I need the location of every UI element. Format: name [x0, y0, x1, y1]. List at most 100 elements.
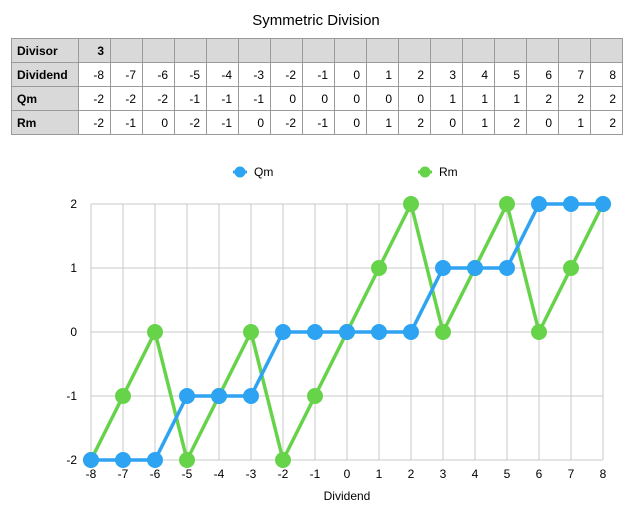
table-cell: 1: [366, 110, 399, 135]
data-point-rm: [435, 324, 451, 340]
table-cell: 0: [334, 62, 367, 87]
data-point-qm: [115, 452, 131, 468]
table-cell: -8: [78, 62, 111, 87]
data-point-rm: [499, 196, 515, 212]
x-tick-label: -1: [310, 467, 321, 481]
table-cell: 6: [526, 62, 559, 87]
data-table: Divisor 3 Dividend -8 -7 -6 -5 -4 -3 -2 -1 0 1 2 3 4…: [11, 38, 623, 135]
table-cell: 0: [302, 86, 335, 111]
table-cell: 2: [558, 86, 591, 111]
x-tick-label: 2: [408, 467, 415, 481]
data-point-rm: [371, 260, 387, 276]
legend-label-qm: Qm: [254, 165, 273, 179]
x-tick-label: 7: [568, 467, 575, 481]
table-cell: 1: [430, 86, 463, 111]
data-point-qm: [563, 196, 579, 212]
table-cell: -1: [302, 110, 335, 135]
x-tick-label: -8: [86, 467, 97, 481]
data-point-rm: [179, 452, 195, 468]
x-axis-title: Dividend: [324, 489, 371, 503]
table-cell: 0: [334, 110, 367, 135]
x-tick-label: 4: [472, 467, 479, 481]
row-label: Rm: [11, 110, 79, 135]
data-point-qm: [531, 196, 547, 212]
chart-series: [83, 196, 611, 468]
table-cell: -5: [174, 62, 207, 87]
data-point-qm: [467, 260, 483, 276]
data-point-rm: [115, 388, 131, 404]
table-cell: -7: [110, 62, 143, 87]
table-cell: 0: [238, 110, 271, 135]
data-point-qm: [435, 260, 451, 276]
y-tick-label: -1: [66, 389, 77, 403]
divisor-empty-cell: [142, 38, 175, 63]
x-tick-label: 6: [536, 467, 543, 481]
x-tick-label: -4: [214, 467, 225, 481]
y-tick-label: 2: [70, 197, 77, 211]
table-row-dividend: Dividend -8 -7 -6 -5 -4 -3 -2 -1 0 1 2 3 4 5 6 7 8: [11, 62, 623, 87]
data-point-rm: [307, 388, 323, 404]
x-tick-label: -3: [246, 467, 257, 481]
divisor-empty-cell: [174, 38, 207, 63]
x-tick-label: -2: [278, 467, 289, 481]
table-cell: 2: [590, 110, 623, 135]
data-point-qm: [83, 452, 99, 468]
divisor-value: 3: [78, 38, 111, 63]
divisor-empty-cell: [302, 38, 335, 63]
table-cell: 2: [590, 86, 623, 111]
x-tick-label: 1: [376, 467, 383, 481]
x-tick-label: 0: [344, 467, 351, 481]
chart-labels: -8 -7 -6 -5 -4 -3 -2 -1 0 1 2 3 4 5 6 7 8 -2 -1 0 1 2 Dividend: [66, 197, 606, 503]
y-tick-label: 0: [70, 325, 77, 339]
data-point-qm: [275, 324, 291, 340]
table-cell: 0: [430, 110, 463, 135]
divisor-empty-cell: [238, 38, 271, 63]
divisor-empty-cell: [206, 38, 239, 63]
data-point-rm: [563, 260, 579, 276]
table-cell: 5: [494, 62, 527, 87]
table-row-rm: Rm -2 -1 0 -2 -1 0 -2 -1 0 1 2 0 1 2 0 1 2: [11, 110, 623, 135]
data-point-qm: [307, 324, 323, 340]
divisor-empty-cell: [334, 38, 367, 63]
data-point-qm: [499, 260, 515, 276]
data-point-qm: [243, 388, 259, 404]
table-cell: 0: [334, 86, 367, 111]
table-cell: 2: [494, 110, 527, 135]
table-cell: -1: [110, 110, 143, 135]
data-point-qm: [403, 324, 419, 340]
divisor-empty-cell: [366, 38, 399, 63]
row-label: Qm: [11, 86, 79, 111]
row-label: Dividend: [11, 62, 79, 87]
x-tick-label: -7: [118, 467, 129, 481]
data-point-qm: [147, 452, 163, 468]
data-point-rm: [243, 324, 259, 340]
x-tick-label: 8: [600, 467, 607, 481]
y-tick-label: -2: [66, 453, 77, 467]
divisor-empty-cell: [590, 38, 623, 63]
x-tick-label: -5: [182, 467, 193, 481]
divisor-empty-cell: [558, 38, 591, 63]
table-cell: -2: [78, 86, 111, 111]
data-point-qm: [371, 324, 387, 340]
table-cell: 0: [270, 86, 303, 111]
x-tick-label: 3: [440, 467, 447, 481]
chart-legend: Qm Rm: [233, 165, 458, 179]
table-row-divisor: Divisor 3: [11, 38, 623, 63]
data-point-qm: [211, 388, 227, 404]
data-point-rm: [403, 196, 419, 212]
data-point-rm: [531, 324, 547, 340]
x-tick-label: 5: [504, 467, 511, 481]
data-point-rm: [147, 324, 163, 340]
table-cell: -1: [206, 110, 239, 135]
table-cell: 0: [142, 110, 175, 135]
y-tick-label: 1: [70, 261, 77, 275]
divisor-empty-cell: [526, 38, 559, 63]
legend-label-rm: Rm: [439, 165, 458, 179]
data-point-qm: [595, 196, 611, 212]
table-cell: 0: [526, 110, 559, 135]
divisor-empty-cell: [494, 38, 527, 63]
table-cell: -2: [110, 86, 143, 111]
divisor-empty-cell: [430, 38, 463, 63]
page-title: Symmetric Division: [252, 12, 380, 29]
